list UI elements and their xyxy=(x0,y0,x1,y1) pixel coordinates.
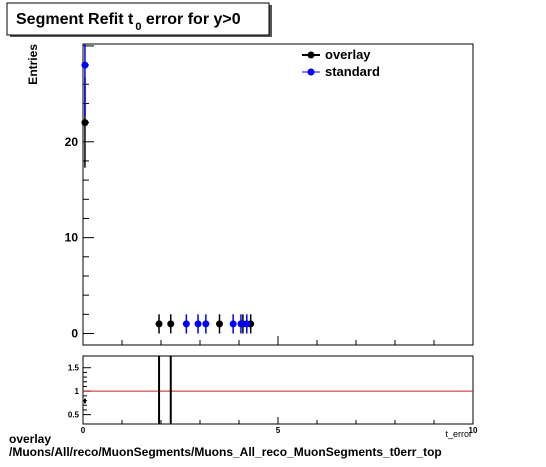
main-point-standard xyxy=(194,320,202,328)
ratio-x-tick-label: 0 xyxy=(81,426,86,435)
ratio-axes: 0.5 1 1.5 0 5 10 xyxy=(68,364,478,435)
main-point-overlay xyxy=(81,119,89,127)
main-point-overlay xyxy=(216,320,223,328)
ratio-y-tick-label: 0.5 xyxy=(68,411,80,420)
title-main: Segment Refit t xyxy=(16,11,134,28)
main-point-standard xyxy=(202,320,210,328)
footer-line1: overlay xyxy=(9,432,51,446)
ratio-point xyxy=(157,389,161,393)
main-axes: 0 10 20 xyxy=(65,45,474,345)
x-axis-label: t_error xyxy=(445,429,472,439)
legend-overlay-marker xyxy=(307,51,315,59)
main-point-standard xyxy=(182,320,190,328)
main-point-standard xyxy=(81,61,89,69)
legend-standard-label: standard xyxy=(325,64,380,79)
ratio-y-tick-label: 1.5 xyxy=(68,364,80,373)
title-frame xyxy=(6,2,270,36)
ratio-data-marks xyxy=(83,356,473,424)
ratio-x-tick-label: 5 xyxy=(276,426,281,435)
main-point-overlay xyxy=(167,320,175,328)
main-plot-frame xyxy=(82,43,474,346)
y-axis-label: Entries xyxy=(26,44,40,85)
main-point-standard xyxy=(237,320,245,328)
title-rest: error for y>0 xyxy=(141,11,240,28)
ratio-point xyxy=(169,389,172,393)
main-point-standard xyxy=(229,320,237,328)
legend-overlay-label: overlay xyxy=(325,47,371,62)
main-y-tick-label: 0 xyxy=(71,326,78,340)
main-point-standard xyxy=(243,320,251,328)
main-y-tick-label: 10 xyxy=(65,231,79,245)
ratio-point xyxy=(83,399,87,403)
main-data-marks xyxy=(81,44,255,334)
main-y-tick-label: 20 xyxy=(65,135,79,149)
legend: overlay standard xyxy=(302,47,380,79)
title-sub: 0 xyxy=(135,21,141,33)
ratio-y-tick-label: 1 xyxy=(75,387,80,396)
ratio-plot-frame xyxy=(82,355,474,425)
footer-line2: /Muons/All/reco/MuonSegments/Muons_All_r… xyxy=(9,445,442,459)
ratio-x-tick-label: 10 xyxy=(469,426,478,435)
main-point-overlay xyxy=(155,320,163,328)
legend-standard-marker xyxy=(307,68,315,76)
